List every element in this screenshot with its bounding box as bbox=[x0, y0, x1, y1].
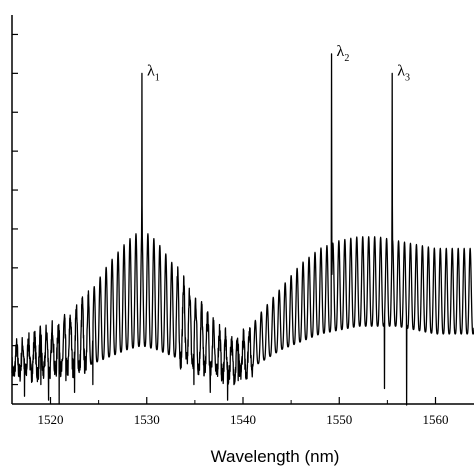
x-tick-label: 1520 bbox=[38, 412, 64, 427]
x-axis-label: Wavelength (nm) bbox=[211, 447, 340, 466]
peak-label: λ1 bbox=[147, 62, 160, 83]
x-tick-label: 1560 bbox=[423, 412, 449, 427]
peak-label: λ3 bbox=[397, 62, 410, 83]
peak-label: λ2 bbox=[337, 43, 350, 64]
peak-label-subscript: 2 bbox=[344, 53, 349, 64]
x-tick-label: 1530 bbox=[134, 412, 160, 427]
x-tick-label: 1550 bbox=[326, 412, 352, 427]
spectrum-line bbox=[11, 53, 474, 406]
peak-label-subscript: 1 bbox=[155, 72, 160, 83]
x-tick-label: 1540 bbox=[230, 412, 256, 427]
peak-label-symbol: λ bbox=[337, 43, 345, 60]
peak-label-symbol: λ bbox=[147, 62, 155, 79]
x-tick-labels: 1520 1530 1540 1550 1560 bbox=[38, 412, 449, 427]
peak-label-subscript: 3 bbox=[405, 72, 410, 83]
peak-label-symbol: λ bbox=[397, 62, 405, 79]
